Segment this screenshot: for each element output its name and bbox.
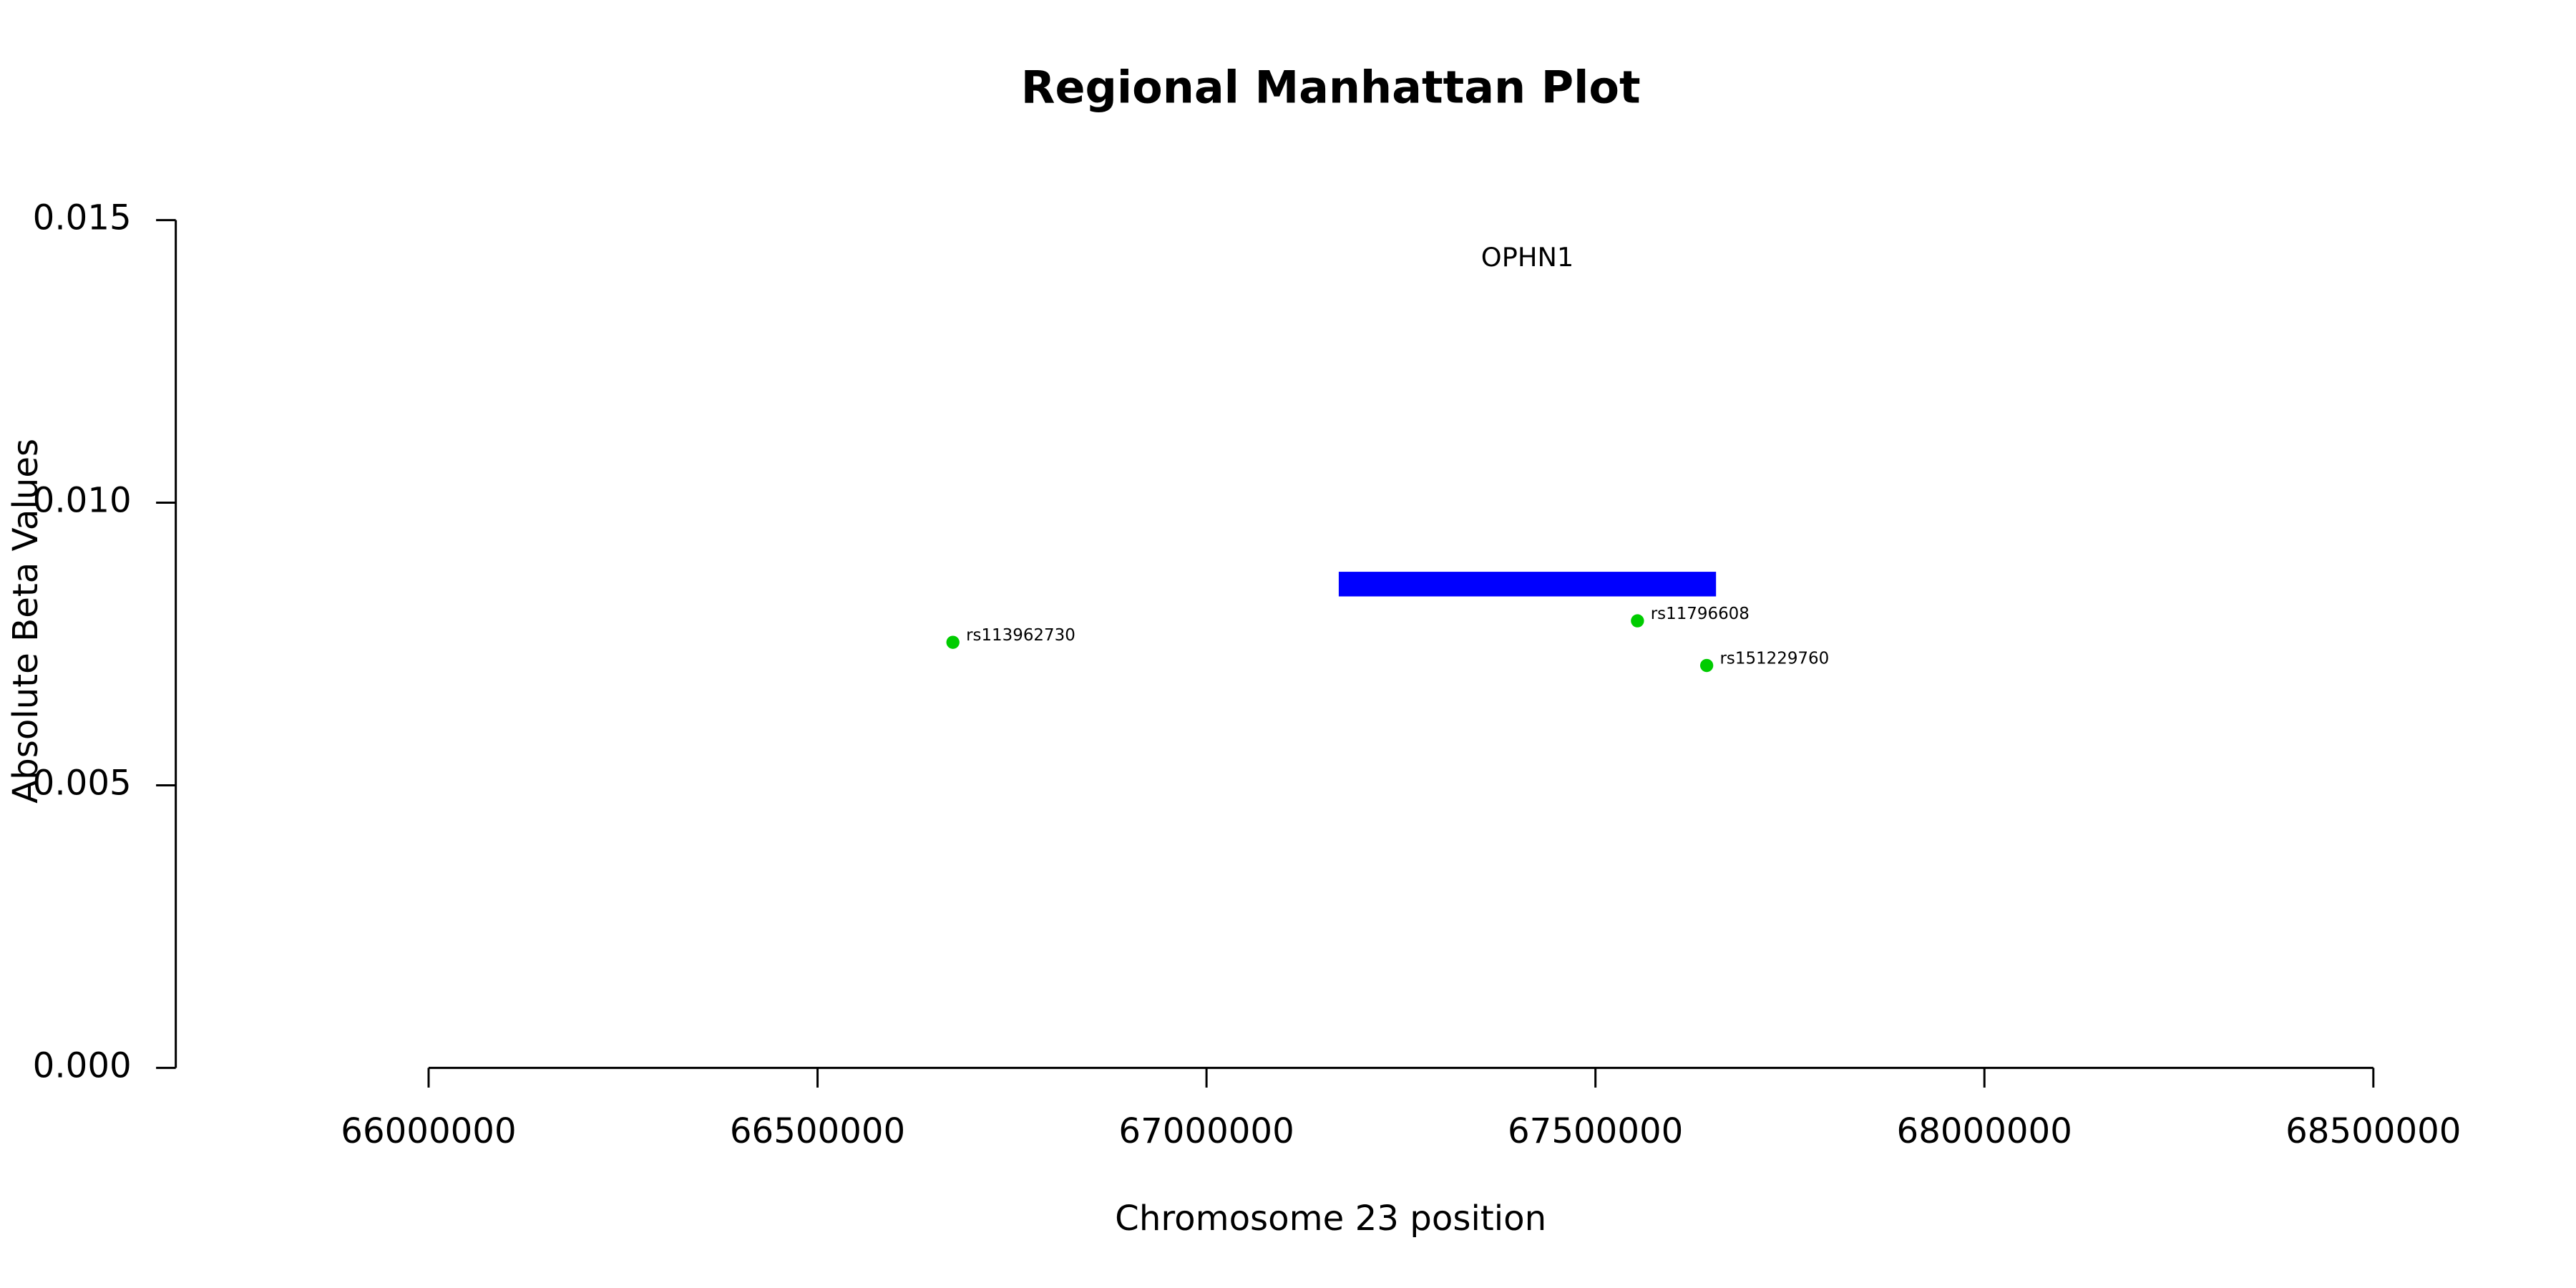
x-tick-label: 66500000	[730, 1111, 905, 1151]
y-tick-label: 0.005	[33, 763, 132, 803]
x-tick-label: 67500000	[1508, 1111, 1683, 1151]
y-tick-label: 0.000	[33, 1045, 132, 1085]
y-tick-label: 0.015	[33, 198, 132, 238]
x-tick-label: 68500000	[2285, 1111, 2461, 1151]
gene-label: OPHN1	[1481, 242, 1574, 273]
point	[946, 635, 960, 649]
point-label: rs113962730	[966, 626, 1075, 645]
x-tick-label: 66000000	[341, 1111, 516, 1151]
point	[1699, 658, 1714, 673]
point-label: rs151229760	[1719, 649, 1829, 668]
x-tick-label: 68000000	[1897, 1111, 2072, 1151]
x-tick-label: 67000000	[1118, 1111, 1294, 1151]
chart-title: Regional Manhattan Plot	[1021, 61, 1641, 113]
point	[1631, 614, 1644, 628]
x-axis-title: Chromosome 23 position	[1115, 1199, 1546, 1239]
y-axis-title: Absolute Beta Values	[6, 439, 46, 804]
gene-bar	[1338, 572, 1717, 597]
point-label: rs11796608	[1651, 605, 1750, 623]
y-tick-label: 0.010	[33, 481, 132, 521]
